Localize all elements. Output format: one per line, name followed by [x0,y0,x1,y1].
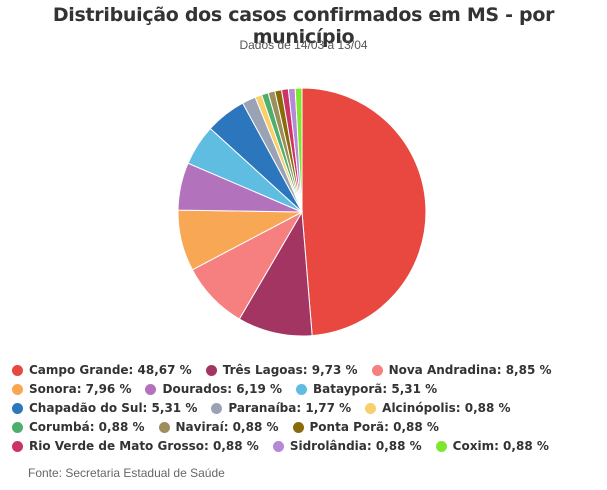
legend-marker-icon [12,364,23,376]
legend-marker-icon [12,383,23,395]
legend-marker-icon [12,440,23,452]
pie-chart [177,87,427,337]
legend-marker-icon [371,364,383,376]
legend-item-1[interactable]: Três Lagoas: 9,73 % [205,362,358,378]
legend-item-14[interactable]: Coxim: 0,88 % [435,438,549,454]
legend-item-10[interactable]: Naviraí: 0,88 % [158,419,279,435]
legend-marker-icon [296,383,308,395]
legend-item-9[interactable]: Corumbá: 0,88 % [12,419,145,435]
legend-marker-icon [12,402,23,414]
legend-item-8[interactable]: Alcinópolis: 0,88 % [365,400,511,416]
legend-marker-icon [158,421,170,433]
legend-item-7[interactable]: Paranaíba: 1,77 % [211,400,351,416]
legend-label: Alcinópolis: 0,88 % [382,401,511,415]
legend-label: Três Lagoas: 9,73 % [222,363,358,377]
legend-label: Dourados: 6,19 % [162,382,283,396]
legend-item-13[interactable]: Sidrolândia: 0,88 % [272,438,422,454]
legend-item-6[interactable]: Chapadão do Sul: 5,31 % [12,400,197,416]
legend-label: Paranaíba: 1,77 % [228,401,352,415]
legend-marker-icon [211,402,223,414]
legend-marker-icon [365,402,377,414]
legend-label: Rio Verde de Mato Grosso: 0,88 % [29,439,259,453]
legend-item-0[interactable]: Campo Grande: 48,67 % [12,362,192,378]
legend-label: Sonora: 7,96 % [29,382,132,396]
legend-label: Coxim: 0,88 % [452,439,549,453]
legend-marker-icon [12,421,23,433]
legend-label: Sidrolândia: 0,88 % [289,439,422,453]
chart-title: Distribuição dos casos confirmados em MS… [52,4,555,48]
chart-subtitle: Dados de 14/03 a 13/04 [239,38,368,52]
legend-marker-icon [272,440,284,452]
legend-label: Campo Grande: 48,67 % [29,363,192,377]
legend-label: Batayporã: 5,31 % [313,382,438,396]
legend-item-5[interactable]: Batayporã: 5,31 % [296,381,437,397]
legend-label: Chapadão do Sul: 5,31 % [29,401,198,415]
legend-label: Naviraí: 0,88 % [175,420,279,434]
legend-marker-icon [435,440,447,452]
legend-label: Corumbá: 0,88 % [29,420,145,434]
pie-slice-14[interactable] [294,87,303,213]
legend-marker-icon [145,383,157,395]
legend-item-4[interactable]: Dourados: 6,19 % [145,381,282,397]
legend-item-12[interactable]: Rio Verde de Mato Grosso: 0,88 % [12,438,259,454]
legend-label: Nova Andradina: 8,85 % [388,363,552,377]
pie-slice-0[interactable] [301,87,427,337]
source-note: Fonte: Secretaria Estadual de Saúde [28,466,225,480]
legend-item-3[interactable]: Sonora: 7,96 % [12,381,131,397]
legend-item-11[interactable]: Ponta Porã: 0,88 % [292,419,439,435]
legend-marker-icon [205,364,217,376]
pie-slice-1[interactable] [238,210,313,337]
legend-item-2[interactable]: Nova Andradina: 8,85 % [371,362,552,378]
legend-marker-icon [292,421,304,433]
legend-label: Ponta Porã: 0,88 % [309,420,439,434]
chart-legend: Campo Grande: 48,67 % Três Lagoas: 9,73 %… [12,362,602,454]
